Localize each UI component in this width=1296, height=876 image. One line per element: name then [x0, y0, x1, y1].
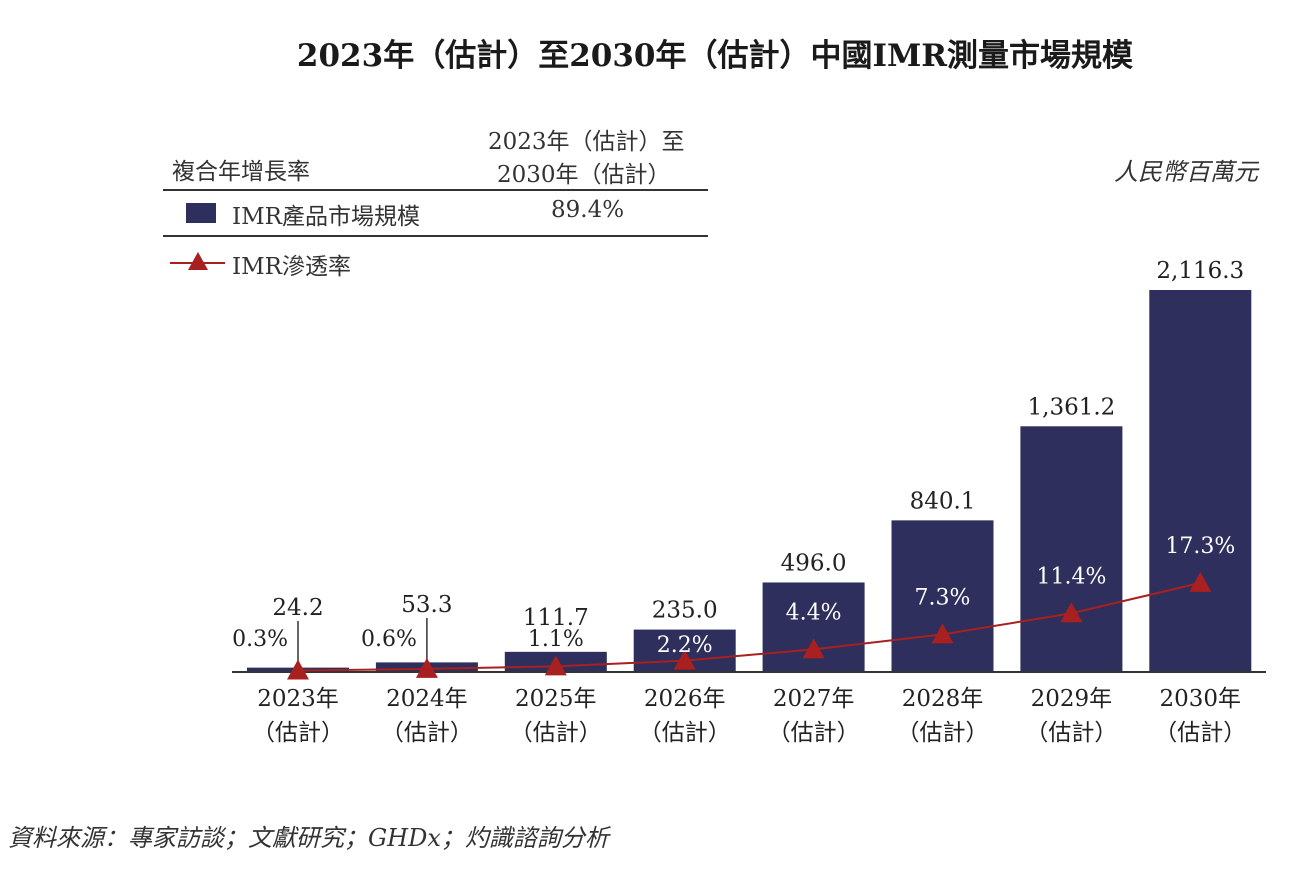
x-tick-note: （估計）: [1025, 720, 1117, 746]
source-note: 資料來源：專家訪談；文獻研究；GHDx；灼識諮詢分析: [8, 824, 609, 852]
line-value-label: 0.3%: [232, 627, 288, 652]
x-tick-label: 2028年: [902, 686, 984, 712]
line-marker: [931, 623, 954, 644]
line-value-label: 11.4%: [1036, 564, 1106, 589]
x-tick-note: （估計）: [768, 720, 860, 746]
x-tick-label: 2029年: [1031, 686, 1113, 712]
legend-line-label: IMR滲透率: [232, 254, 351, 280]
legend-header-period-2: 2030年（估計）: [497, 162, 671, 188]
bar-value-label: 111.7: [523, 605, 589, 631]
line-value-label: 4.4%: [786, 600, 842, 625]
line-marker: [544, 655, 567, 676]
x-tick-label: 2024年: [386, 686, 468, 712]
line-marker: [415, 657, 438, 678]
legend-divider: [163, 189, 708, 191]
line-marker: [802, 638, 825, 659]
x-tick-note: （估計）: [639, 720, 731, 746]
x-tick-note: （估計）: [897, 720, 989, 746]
bar-value-label: 840.1: [910, 488, 976, 514]
x-tick-label: 2026年: [644, 686, 726, 712]
x-tick-note: （估計）: [252, 720, 344, 746]
x-tick-label: 2027年: [773, 686, 855, 712]
bar-value-label: 1,361.2: [1028, 394, 1116, 420]
x-tick-label: 2030年: [1160, 686, 1242, 712]
legend-header-label: 複合年增長率: [172, 159, 310, 185]
line-marker: [1189, 571, 1212, 592]
bar-value-label: 24.2: [272, 595, 323, 621]
bar-value-label: 53.3: [401, 592, 452, 618]
legend-divider: [163, 235, 708, 237]
line-marker: [1060, 602, 1083, 623]
line-series: [297, 581, 1201, 672]
bar-value-label: 496.0: [781, 550, 847, 576]
x-tick-note: （估計）: [510, 720, 602, 746]
x-tick-label: 2025年: [515, 686, 597, 712]
line-value-label: 2.2%: [657, 633, 713, 658]
x-tick-label: 2023年: [257, 686, 339, 712]
legend-bar-label: IMR產品市場規模: [232, 204, 420, 230]
line-value-label: 7.3%: [915, 585, 971, 610]
line-value-label: 17.3%: [1165, 534, 1235, 559]
legend-line-swatch: [170, 252, 225, 270]
legend-header-period-1: 2023年（估計）至: [488, 129, 685, 155]
legend-bar-swatch: [186, 203, 216, 223]
chart-title: 2023年（估計）至2030年（估計）中國IMR測量市場規模: [296, 38, 1134, 74]
legend-bar-cagr: 89.4%: [551, 197, 625, 223]
unit-label: 人民幣百萬元: [1114, 158, 1258, 186]
x-tick-note: （估計）: [1154, 720, 1246, 746]
bar-value-label: 235.0: [652, 598, 718, 624]
line-marker: [287, 659, 309, 680]
bar: [762, 582, 865, 672]
x-tick-note: （估計）: [381, 720, 473, 746]
line-value-label: 1.1%: [528, 627, 584, 652]
line-value-label: 0.6%: [361, 627, 417, 652]
bar: [891, 520, 994, 672]
bar: [1149, 290, 1252, 672]
line-marker: [673, 649, 696, 670]
bar-value-label: 2,116.3: [1156, 258, 1244, 284]
bar: [1020, 426, 1123, 672]
